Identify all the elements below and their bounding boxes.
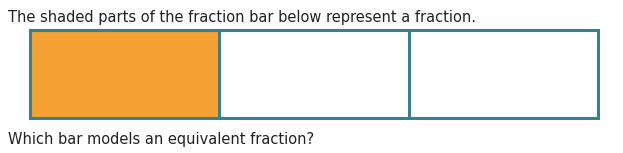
Bar	[30, 30, 598, 118]
Bar	[219, 30, 409, 118]
Text: Which bar models an equivalent fraction?: Which bar models an equivalent fraction?	[8, 132, 314, 147]
Bar	[30, 30, 219, 118]
Bar	[409, 30, 598, 118]
Text: The shaded parts of the fraction bar below represent a fraction.: The shaded parts of the fraction bar bel…	[8, 10, 476, 25]
